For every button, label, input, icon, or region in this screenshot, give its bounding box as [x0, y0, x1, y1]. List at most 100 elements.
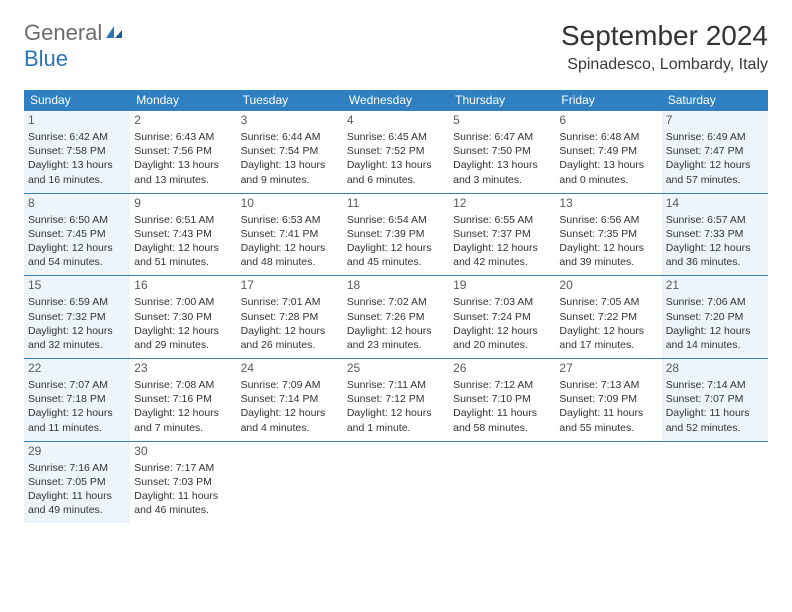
daylight-line: Daylight: 12 hours and 48 minutes.	[241, 241, 339, 269]
sunrise-line: Sunrise: 6:54 AM	[347, 213, 445, 227]
calendar: SundayMondayTuesdayWednesdayThursdayFrid…	[24, 90, 768, 523]
day-number: 12	[453, 196, 551, 210]
sunrise-line: Sunrise: 7:00 AM	[134, 295, 232, 309]
sunset-line: Sunset: 7:26 PM	[347, 310, 445, 324]
day-number: 13	[559, 196, 657, 210]
sunrise-line: Sunrise: 7:13 AM	[559, 378, 657, 392]
sunrise-line: Sunrise: 6:57 AM	[666, 213, 764, 227]
day-cell: 11Sunrise: 6:54 AMSunset: 7:39 PMDayligh…	[343, 194, 449, 276]
day-number: 8	[28, 196, 126, 210]
sunrise-line: Sunrise: 6:42 AM	[28, 130, 126, 144]
daylight-line: Daylight: 12 hours and 26 minutes.	[241, 324, 339, 352]
sunrise-line: Sunrise: 7:07 AM	[28, 378, 126, 392]
day-cell: 22Sunrise: 7:07 AMSunset: 7:18 PMDayligh…	[24, 359, 130, 441]
day-cell: 24Sunrise: 7:09 AMSunset: 7:14 PMDayligh…	[237, 359, 343, 441]
sunset-line: Sunset: 7:16 PM	[134, 392, 232, 406]
day-number: 21	[666, 278, 764, 292]
daylight-line: Daylight: 11 hours and 46 minutes.	[134, 489, 232, 517]
sunrise-line: Sunrise: 7:12 AM	[453, 378, 551, 392]
sunset-line: Sunset: 7:54 PM	[241, 144, 339, 158]
day-cell: 20Sunrise: 7:05 AMSunset: 7:22 PMDayligh…	[555, 276, 661, 358]
location-text: Spinadesco, Lombardy, Italy	[561, 56, 768, 74]
day-cell: 26Sunrise: 7:12 AMSunset: 7:10 PMDayligh…	[449, 359, 555, 441]
daylight-line: Daylight: 12 hours and 54 minutes.	[28, 241, 126, 269]
daylight-line: Daylight: 12 hours and 1 minute.	[347, 406, 445, 434]
sunset-line: Sunset: 7:03 PM	[134, 475, 232, 489]
sunrise-line: Sunrise: 7:03 AM	[453, 295, 551, 309]
week-row: 29Sunrise: 7:16 AMSunset: 7:05 PMDayligh…	[24, 441, 768, 524]
sunset-line: Sunset: 7:09 PM	[559, 392, 657, 406]
day-number: 20	[559, 278, 657, 292]
sunset-line: Sunset: 7:14 PM	[241, 392, 339, 406]
day-cell: 1Sunrise: 6:42 AMSunset: 7:58 PMDaylight…	[24, 111, 130, 193]
day-number: 25	[347, 361, 445, 375]
day-number: 2	[134, 113, 232, 127]
day-number: 9	[134, 196, 232, 210]
sunrise-line: Sunrise: 7:09 AM	[241, 378, 339, 392]
sunrise-line: Sunrise: 7:16 AM	[28, 461, 126, 475]
sunset-line: Sunset: 7:39 PM	[347, 227, 445, 241]
day-cell: 23Sunrise: 7:08 AMSunset: 7:16 PMDayligh…	[130, 359, 236, 441]
day-number: 7	[666, 113, 764, 127]
header: General Blue September 2024 Spinadesco, …	[24, 20, 768, 74]
sunrise-line: Sunrise: 6:51 AM	[134, 213, 232, 227]
day-number: 1	[28, 113, 126, 127]
empty-cell	[662, 442, 768, 524]
week-row: 15Sunrise: 6:59 AMSunset: 7:32 PMDayligh…	[24, 275, 768, 358]
sunrise-line: Sunrise: 6:47 AM	[453, 130, 551, 144]
sunset-line: Sunset: 7:35 PM	[559, 227, 657, 241]
sunset-line: Sunset: 7:30 PM	[134, 310, 232, 324]
sunrise-line: Sunrise: 7:11 AM	[347, 378, 445, 392]
sunset-line: Sunset: 7:33 PM	[666, 227, 764, 241]
day-cell: 16Sunrise: 7:00 AMSunset: 7:30 PMDayligh…	[130, 276, 236, 358]
day-number: 11	[347, 196, 445, 210]
daylight-line: Daylight: 12 hours and 39 minutes.	[559, 241, 657, 269]
daylight-line: Daylight: 12 hours and 7 minutes.	[134, 406, 232, 434]
day-cell: 3Sunrise: 6:44 AMSunset: 7:54 PMDaylight…	[237, 111, 343, 193]
weekday-header: Thursday	[449, 90, 555, 110]
sunrise-line: Sunrise: 7:14 AM	[666, 378, 764, 392]
weekday-header: Sunday	[24, 90, 130, 110]
day-cell: 6Sunrise: 6:48 AMSunset: 7:49 PMDaylight…	[555, 111, 661, 193]
weekday-header: Friday	[555, 90, 661, 110]
day-number: 15	[28, 278, 126, 292]
day-cell: 21Sunrise: 7:06 AMSunset: 7:20 PMDayligh…	[662, 276, 768, 358]
day-cell: 18Sunrise: 7:02 AMSunset: 7:26 PMDayligh…	[343, 276, 449, 358]
daylight-line: Daylight: 11 hours and 58 minutes.	[453, 406, 551, 434]
day-cell: 27Sunrise: 7:13 AMSunset: 7:09 PMDayligh…	[555, 359, 661, 441]
daylight-line: Daylight: 12 hours and 20 minutes.	[453, 324, 551, 352]
sunrise-line: Sunrise: 7:06 AM	[666, 295, 764, 309]
week-row: 1Sunrise: 6:42 AMSunset: 7:58 PMDaylight…	[24, 110, 768, 193]
day-number: 26	[453, 361, 551, 375]
daylight-line: Daylight: 12 hours and 36 minutes.	[666, 241, 764, 269]
daylight-line: Daylight: 13 hours and 16 minutes.	[28, 158, 126, 186]
week-row: 22Sunrise: 7:07 AMSunset: 7:18 PMDayligh…	[24, 358, 768, 441]
daylight-line: Daylight: 12 hours and 23 minutes.	[347, 324, 445, 352]
day-cell: 25 Sunrise: 7:11 AMSunset: 7:12 PMDayligh…	[343, 359, 449, 441]
day-cell: 14Sunrise: 6:57 AMSunset: 7:33 PMDayligh…	[662, 194, 768, 276]
day-number: 3	[241, 113, 339, 127]
sunset-line: Sunset: 7:12 PM	[347, 392, 445, 406]
sunset-line: Sunset: 7:07 PM	[666, 392, 764, 406]
sunrise-line: Sunrise: 7:02 AM	[347, 295, 445, 309]
logo-text-general: General	[24, 20, 102, 45]
daylight-line: Daylight: 11 hours and 52 minutes.	[666, 406, 764, 434]
day-cell: 4Sunrise: 6:45 AMSunset: 7:52 PMDaylight…	[343, 111, 449, 193]
sunset-line: Sunset: 7:22 PM	[559, 310, 657, 324]
sunset-line: Sunset: 7:56 PM	[134, 144, 232, 158]
day-number: 16	[134, 278, 232, 292]
day-cell: 2Sunrise: 6:43 AMSunset: 7:56 PMDaylight…	[130, 111, 236, 193]
empty-cell	[237, 442, 343, 524]
logo-sail-icon	[104, 20, 124, 46]
day-cell: 13Sunrise: 6:56 AMSunset: 7:35 PMDayligh…	[555, 194, 661, 276]
daylight-line: Daylight: 13 hours and 3 minutes.	[453, 158, 551, 186]
sunset-line: Sunset: 7:43 PM	[134, 227, 232, 241]
day-number: 22	[28, 361, 126, 375]
day-number: 29	[28, 444, 126, 458]
day-cell: 19Sunrise: 7:03 AMSunset: 7:24 PMDayligh…	[449, 276, 555, 358]
day-number: 30	[134, 444, 232, 458]
sunrise-line: Sunrise: 7:08 AM	[134, 378, 232, 392]
empty-cell	[343, 442, 449, 524]
sunset-line: Sunset: 7:52 PM	[347, 144, 445, 158]
sunset-line: Sunset: 7:50 PM	[453, 144, 551, 158]
